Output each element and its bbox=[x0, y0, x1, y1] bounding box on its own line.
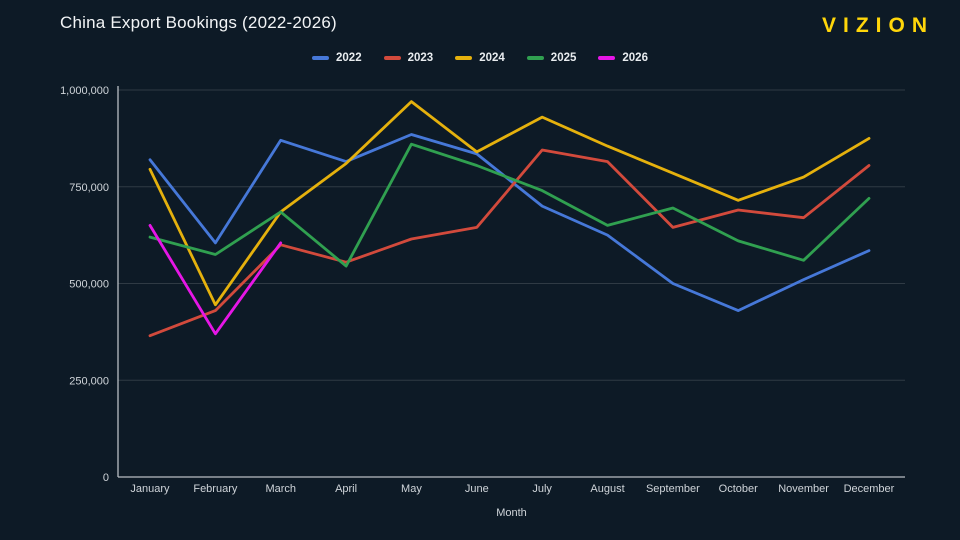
legend-label-2025: 2025 bbox=[550, 52, 577, 64]
y-tick-label-0: 0 bbox=[103, 472, 109, 484]
legend-item-2024[interactable]: 2024 bbox=[455, 52, 505, 64]
x-tick-label-july: July bbox=[532, 483, 552, 495]
legend-item-2026[interactable]: 2026 bbox=[598, 52, 648, 64]
y-tick-label-750000: 750,000 bbox=[69, 182, 109, 194]
series-line-2025 bbox=[148, 142, 871, 268]
x-tick-label-june: June bbox=[465, 483, 489, 495]
x-tick-label-august: August bbox=[590, 483, 624, 495]
legend-label-2026: 2026 bbox=[622, 52, 648, 64]
series-line-2026 bbox=[148, 223, 283, 336]
chart-title: China Export Bookings (2022-2026) bbox=[60, 13, 337, 32]
series-line-2024 bbox=[148, 100, 871, 307]
legend-swatch-2024 bbox=[455, 56, 473, 60]
x-axis-title: Month bbox=[496, 507, 527, 519]
legend-item-2022[interactable]: 2022 bbox=[312, 52, 362, 64]
x-tick-label-january: January bbox=[130, 483, 170, 495]
legend-swatch-2025 bbox=[526, 56, 544, 60]
legend-label-2023: 2023 bbox=[407, 52, 434, 64]
x-tick-label-october: October bbox=[719, 483, 758, 495]
legend-swatch-2023 bbox=[383, 56, 401, 60]
legend-label-2022: 2022 bbox=[336, 52, 362, 64]
legend-item-2023[interactable]: 2023 bbox=[383, 52, 434, 64]
x-tick-label-may: May bbox=[401, 483, 422, 495]
y-tick-label-1000000: 1,000,000 bbox=[60, 85, 109, 97]
legend-label-2024: 2024 bbox=[479, 52, 505, 64]
legend-swatch-2026 bbox=[598, 56, 616, 60]
x-tick-label-april: April bbox=[335, 483, 357, 495]
x-tick-label-february: February bbox=[193, 483, 238, 495]
y-tick-label-500000: 500,000 bbox=[69, 279, 109, 291]
series-line-2022 bbox=[148, 133, 871, 313]
legend-swatch-2022 bbox=[312, 56, 330, 60]
vizion-logo: VIZION bbox=[821, 14, 934, 37]
chart-legend: 2022 2023 2024 2025 2026 bbox=[0, 52, 960, 64]
legend-item-2025[interactable]: 2025 bbox=[526, 52, 577, 64]
y-tick-label-250000: 250,000 bbox=[69, 375, 109, 387]
x-tick-label-september: September bbox=[646, 483, 700, 495]
x-tick-label-november: November bbox=[778, 483, 829, 495]
x-tick-label-december: December bbox=[844, 483, 895, 495]
x-tick-label-march: March bbox=[265, 483, 296, 495]
